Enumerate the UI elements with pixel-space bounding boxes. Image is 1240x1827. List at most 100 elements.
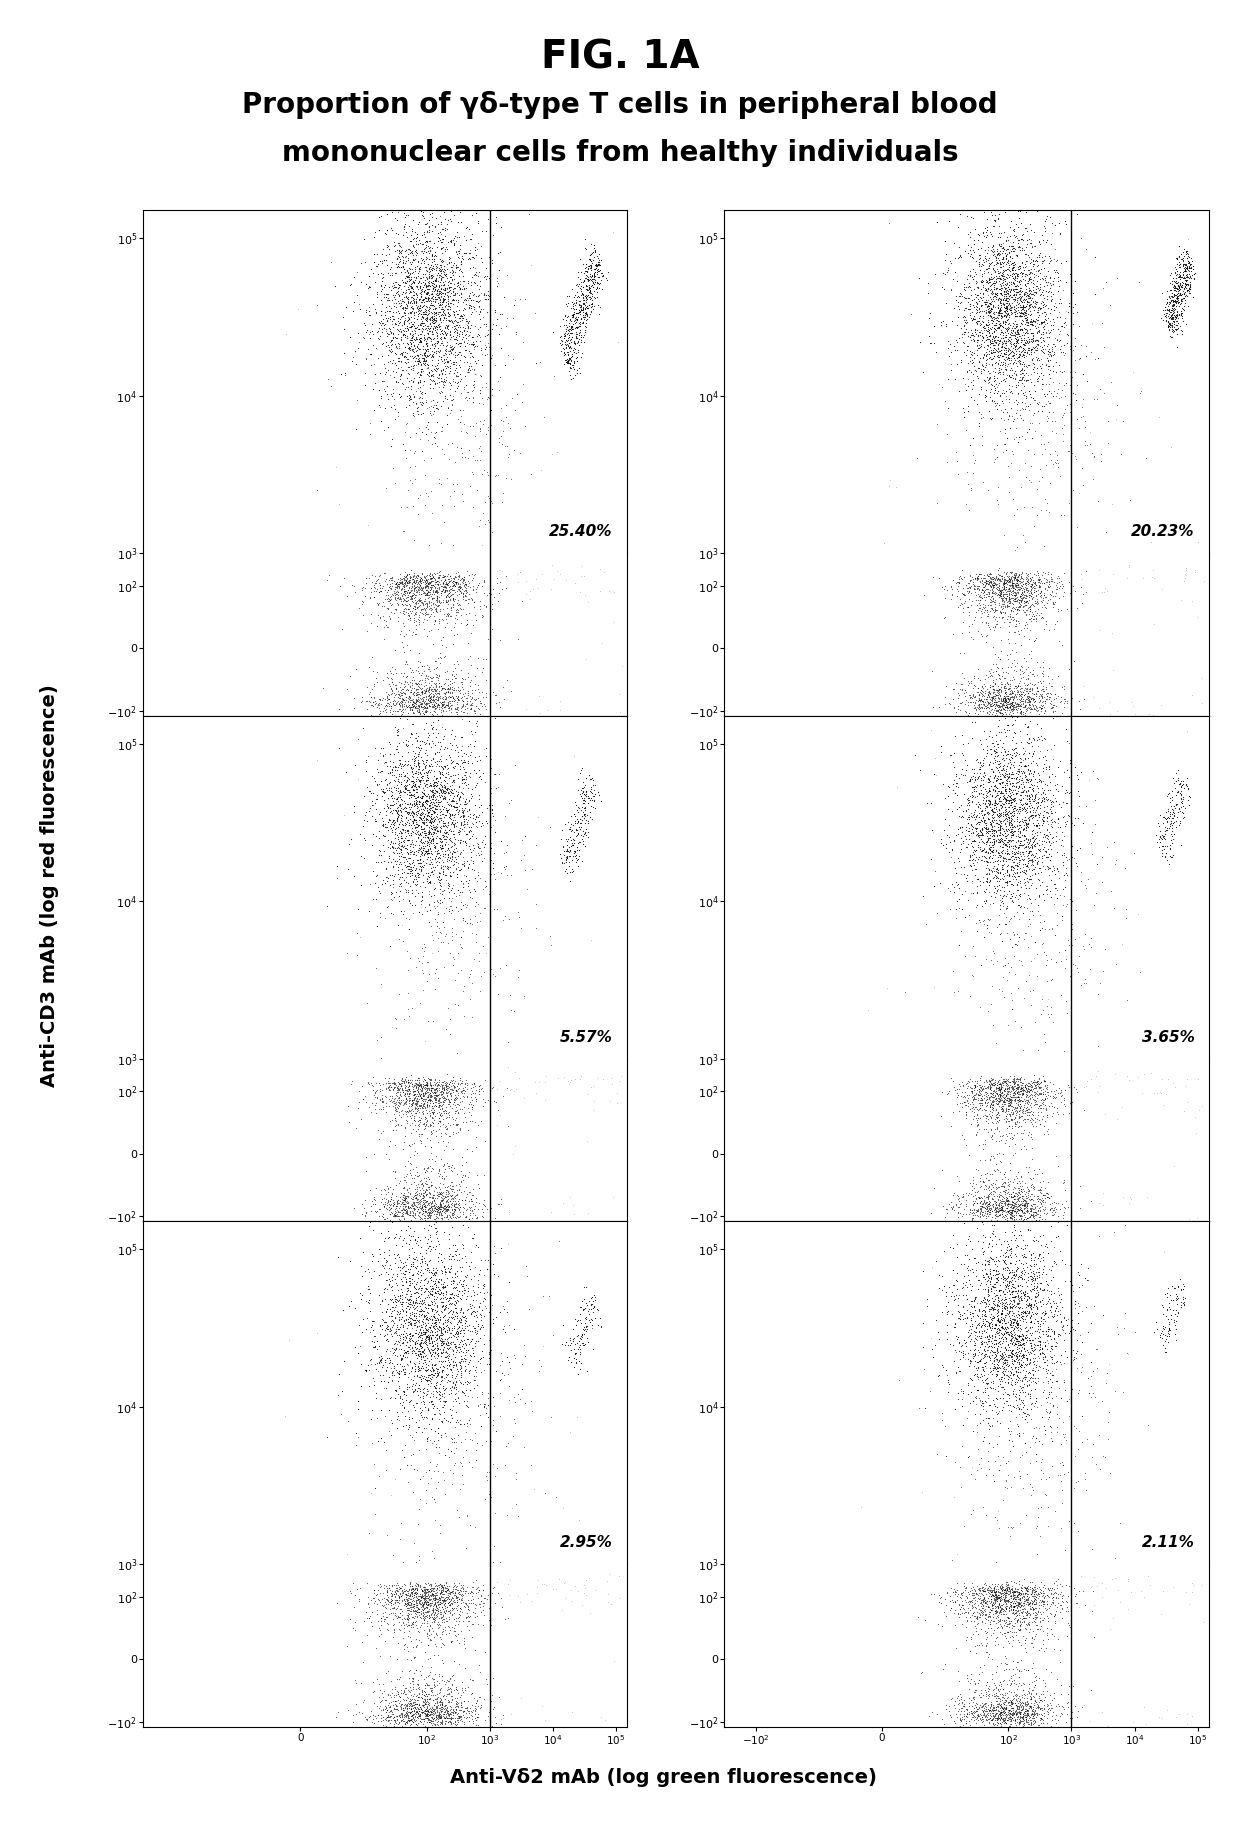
Point — [1039, 570, 1059, 599]
Point — [973, 687, 993, 716]
Point — [435, 1695, 455, 1725]
Point — [415, 1577, 435, 1606]
Point — [1050, 1460, 1070, 1489]
Point — [441, 1072, 461, 1102]
Point — [575, 771, 595, 800]
Point — [977, 1083, 997, 1113]
Point — [404, 1188, 424, 1217]
Point — [463, 968, 482, 998]
Point — [1039, 1315, 1059, 1345]
Point — [438, 347, 458, 376]
Point — [970, 1294, 990, 1323]
Point — [562, 323, 582, 353]
Point — [429, 1610, 449, 1639]
Point — [429, 1195, 449, 1224]
Point — [1007, 1699, 1027, 1728]
Point — [386, 1701, 405, 1730]
Point — [1021, 846, 1040, 875]
Point — [939, 254, 959, 283]
Point — [1011, 1597, 1030, 1626]
Point — [417, 1069, 436, 1098]
Point — [975, 314, 994, 343]
Point — [1018, 1675, 1038, 1705]
Point — [379, 345, 399, 375]
Point — [1024, 1595, 1044, 1624]
Point — [988, 1675, 1008, 1705]
Point — [1021, 1120, 1040, 1149]
Point — [436, 336, 456, 365]
Point — [492, 557, 512, 586]
Point — [986, 840, 1006, 870]
Point — [397, 382, 417, 411]
Point — [996, 829, 1016, 859]
Point — [1007, 278, 1027, 307]
Point — [983, 572, 1003, 601]
Point — [458, 1135, 477, 1164]
Point — [961, 572, 981, 601]
Point — [445, 1301, 465, 1330]
Point — [405, 870, 425, 899]
Point — [1032, 396, 1052, 426]
Point — [1027, 274, 1047, 303]
Point — [992, 1367, 1012, 1396]
Point — [1032, 687, 1052, 716]
Point — [970, 1184, 990, 1213]
Point — [362, 1310, 382, 1339]
Point — [391, 798, 410, 828]
Point — [1061, 915, 1081, 945]
Point — [1034, 380, 1054, 409]
Point — [435, 347, 455, 376]
Point — [413, 303, 433, 333]
Point — [446, 1246, 466, 1275]
Point — [424, 1668, 444, 1697]
Point — [410, 1339, 430, 1368]
Point — [998, 1253, 1018, 1283]
Point — [407, 733, 427, 762]
Point — [1003, 1597, 1023, 1626]
Point — [396, 1630, 415, 1659]
Point — [579, 290, 599, 320]
Point — [432, 1694, 451, 1723]
Point — [968, 353, 988, 382]
Point — [337, 581, 357, 610]
Point — [422, 360, 441, 389]
Point — [992, 603, 1012, 632]
Point — [1172, 316, 1192, 345]
Point — [1032, 857, 1052, 886]
Point — [1159, 303, 1179, 333]
Point — [405, 1093, 425, 1122]
Point — [998, 272, 1018, 301]
Point — [404, 1105, 424, 1135]
Point — [429, 866, 449, 895]
Point — [393, 576, 413, 605]
Point — [973, 1577, 993, 1606]
Point — [420, 354, 440, 384]
Point — [975, 800, 994, 829]
Point — [461, 586, 481, 616]
Point — [424, 1259, 444, 1288]
Point — [434, 267, 454, 296]
Point — [1011, 1586, 1030, 1615]
Point — [960, 336, 980, 365]
Point — [413, 1710, 433, 1739]
Point — [939, 822, 959, 851]
Point — [1014, 1093, 1034, 1122]
Point — [398, 586, 418, 616]
Point — [470, 378, 490, 407]
Point — [978, 1231, 998, 1261]
Point — [472, 572, 492, 601]
Point — [371, 276, 391, 305]
Point — [413, 789, 433, 818]
Point — [1008, 758, 1028, 787]
Point — [407, 336, 427, 365]
Point — [1001, 1588, 1021, 1617]
Point — [342, 1065, 362, 1094]
Point — [1030, 1588, 1050, 1617]
Point — [1030, 1175, 1050, 1204]
Point — [988, 1173, 1008, 1202]
Point — [433, 1613, 453, 1642]
Point — [441, 775, 461, 804]
Point — [1034, 331, 1054, 360]
Point — [463, 1695, 482, 1725]
Point — [1003, 1390, 1023, 1420]
